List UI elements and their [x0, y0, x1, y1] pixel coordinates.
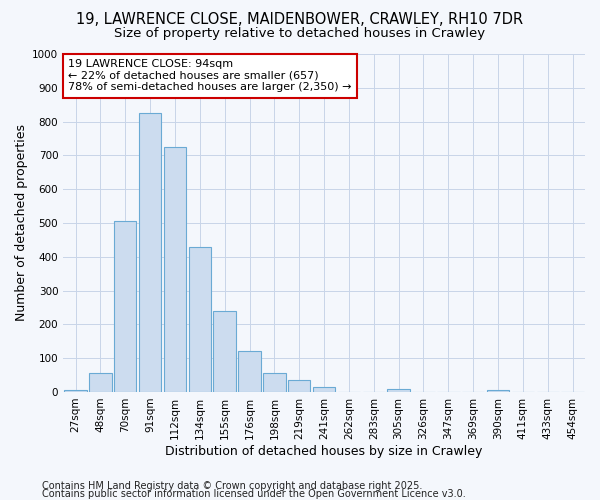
Bar: [388, 388, 410, 392]
Bar: [164, 147, 186, 392]
Bar: [313, 387, 335, 392]
Text: 19, LAWRENCE CLOSE, MAIDENBOWER, CRAWLEY, RH10 7DR: 19, LAWRENCE CLOSE, MAIDENBOWER, CRAWLEY…: [76, 12, 524, 28]
Text: Size of property relative to detached houses in Crawley: Size of property relative to detached ho…: [115, 28, 485, 40]
Bar: [188, 246, 211, 392]
Y-axis label: Number of detached properties: Number of detached properties: [15, 124, 28, 322]
Text: Contains public sector information licensed under the Open Government Licence v3: Contains public sector information licen…: [42, 489, 466, 499]
Bar: [238, 352, 261, 392]
Bar: [214, 311, 236, 392]
Text: Contains HM Land Registry data © Crown copyright and database right 2025.: Contains HM Land Registry data © Crown c…: [42, 481, 422, 491]
Bar: [263, 374, 286, 392]
X-axis label: Distribution of detached houses by size in Crawley: Distribution of detached houses by size …: [166, 444, 483, 458]
Bar: [114, 222, 136, 392]
Text: 19 LAWRENCE CLOSE: 94sqm
← 22% of detached houses are smaller (657)
78% of semi-: 19 LAWRENCE CLOSE: 94sqm ← 22% of detach…: [68, 59, 352, 92]
Bar: [288, 380, 310, 392]
Bar: [487, 390, 509, 392]
Bar: [89, 374, 112, 392]
Bar: [64, 390, 87, 392]
Bar: [139, 113, 161, 392]
